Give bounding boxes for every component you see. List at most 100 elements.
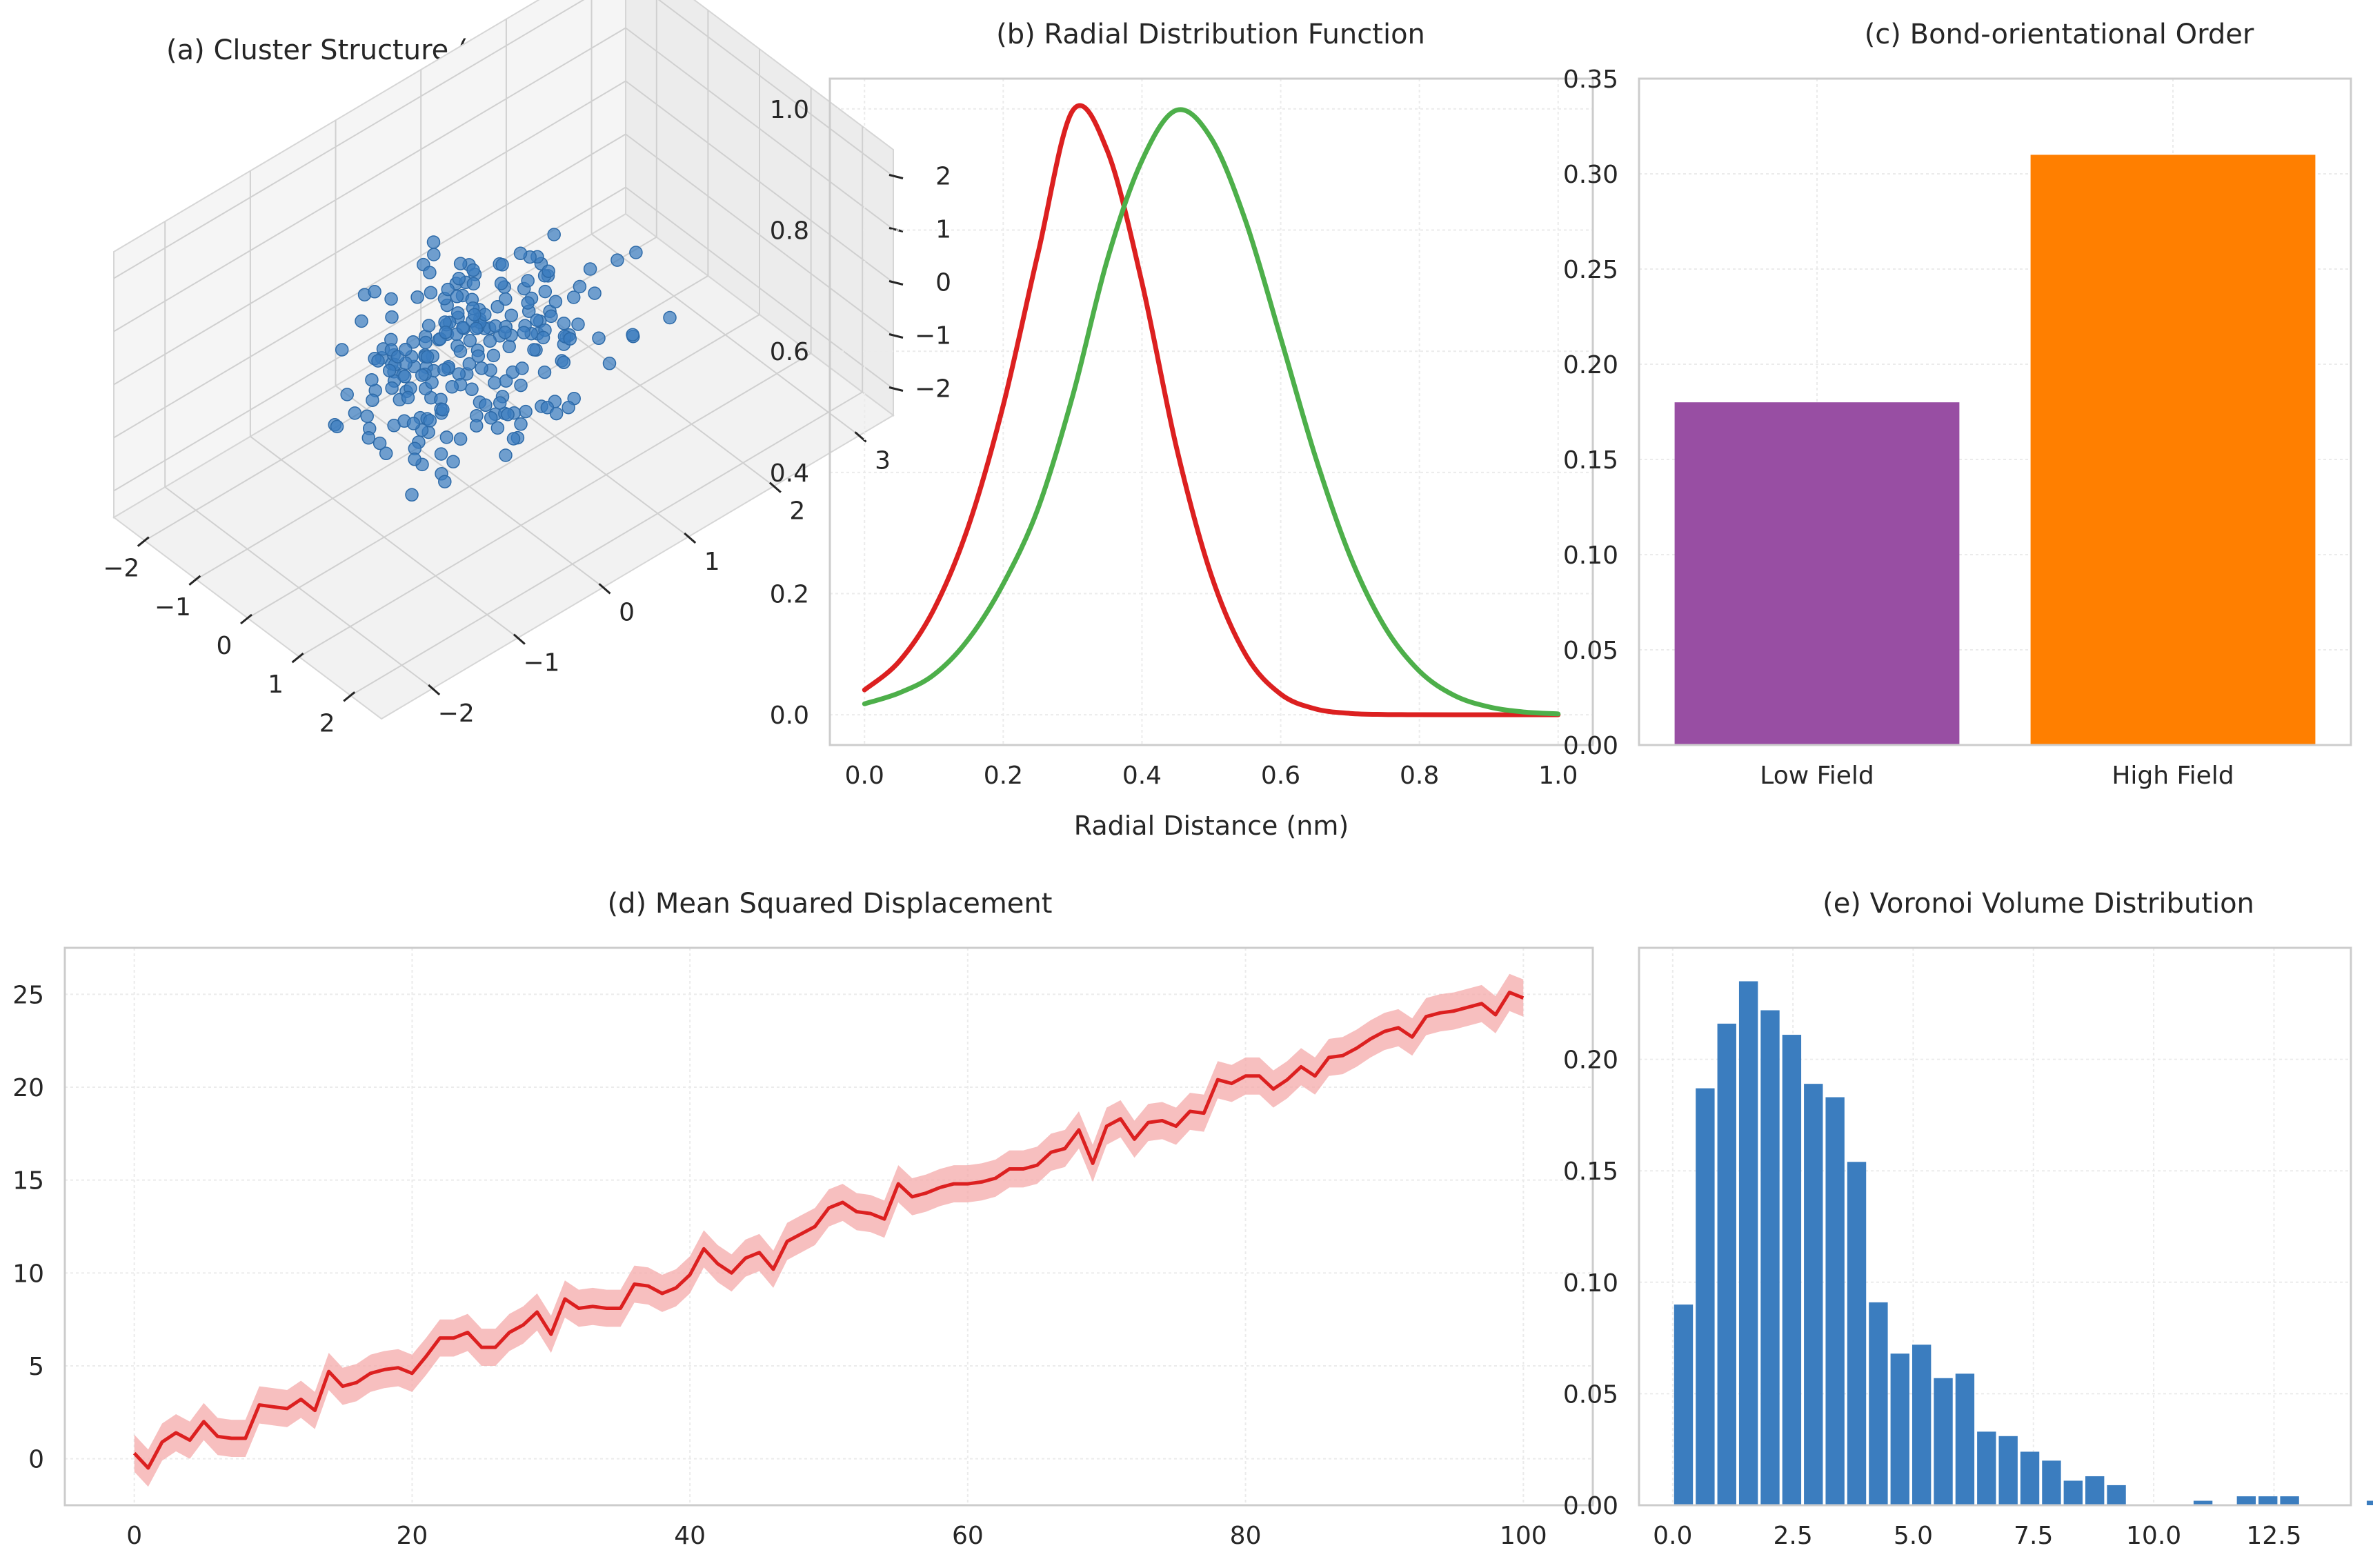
panel-a-scatter-point [495,258,509,272]
panel-d-xtick-label: 80 [1230,1522,1262,1550]
panel-d-ytick-label: 15 [12,1167,44,1195]
panel-e-histogram-bar [2366,1500,2373,1505]
panel-a-tick-mark [428,684,441,696]
panel-a-scatter-point [368,285,381,299]
panel-a-scatter-point [424,286,438,299]
panel-b-xlabel: Radial Distance (nm) [1074,811,1349,841]
panel-a-scatter-point [421,319,436,333]
panel-a-tick-mark [888,174,904,179]
panel-e-histogram-bar [1717,1023,1736,1505]
panel-a-scatter-point [471,349,486,363]
panel-e-histogram-bar [1955,1373,1975,1505]
panel-a-scatter-point [437,363,451,377]
panel-a-scatter-point [365,373,379,387]
panel-d-xtick-label: 60 [952,1522,984,1550]
panel-b-series-line [862,103,1561,717]
panel-b-xtick-label: 0.8 [1400,762,1439,790]
panel-c-bond-orientational-order: (c) Bond-orientational Order 0.00 0.05 0.1… [1563,19,2352,790]
panel-a-gridline [299,353,812,658]
panel-b-title: (b) Radial Distribution Function [996,19,1425,50]
panel-a-scatter-point [626,328,639,341]
panel-e-ticks: 0.0 2.5 5.0 7.5 10.0 12.5 0.00 0.05 0.10 0.15 0.20 [1563,1046,2302,1550]
panel-a-ytick-label: 1 [704,548,720,576]
panel-a-ytick-label: 0 [619,598,635,626]
panel-a-scatter-point [330,419,344,434]
panel-a-scatter-point [453,432,468,446]
panel-b-series-lines [862,103,1561,717]
panel-a-scatter-point [439,326,453,339]
panel-a-xtick-label: 1 [268,671,284,699]
panel-a-scatter-point [469,321,484,336]
panel-a-scatter-point [513,246,528,261]
panel-a-scatter-point [548,295,563,309]
panel-e-histogram-bar [1869,1302,1888,1505]
panel-e-histogram-bar [2063,1480,2083,1505]
panel-a-scatter-point [537,365,552,379]
panel-a-scatter-point [373,436,387,450]
panel-a-scatter-point [562,400,575,415]
panel-a-ztick-label: 1 [935,216,951,244]
panel-e-histogram-bar [2236,1496,2256,1505]
panel-d-gridlines [65,948,1593,1505]
panel-a-tick-mark [888,280,904,286]
panel-a-scatter-point [463,334,477,348]
panel-a-scatter-point [475,361,488,375]
panel-a-scatter-point [462,357,477,371]
panel-a-scatter-point [479,398,493,413]
panel-e-ytick-label: 0.20 [1563,1046,1618,1075]
panel-a-xtick-label: 2 [319,709,335,737]
panel-a-gridline [113,80,626,386]
panel-b-ticks: 0.0 0.2 0.4 0.6 0.8 1.0 0.0 0.2 0.4 0.6 0.8 1.0 [770,96,1578,790]
panel-e-histogram-bar [2020,1451,2040,1505]
panel-c-frame [1638,77,2352,746]
panel-e-histogram-bar [1998,1436,2018,1505]
panel-e-histogram-bar [1696,1088,1715,1505]
panel-a-scatter-point [517,326,531,339]
panel-c-ytick-label: 0.00 [1563,732,1618,760]
panel-c-ytick-label: 0.10 [1563,542,1618,570]
panel-a-scatter-point [466,277,481,291]
panel-a-scatter-point [439,430,454,444]
panel-a-scatter-point [385,381,399,395]
panel-b-series-line [862,107,1561,717]
panel-e-frame [1638,946,2352,1507]
panel-c-bars [1674,155,2316,745]
panel-b-ytick-label: 1.0 [770,96,809,124]
panel-a-scatter-point [501,408,515,421]
panel-e-histogram-bar [1760,1010,1780,1505]
panel-a-gridline [657,0,894,177]
panel-a-ytick-label: 3 [875,446,891,475]
panel-a-gridline [113,186,626,492]
panel-b-xtick-label: 0.0 [845,762,884,790]
panel-a-ytick-label: −1 [523,649,559,677]
panel-a-tick-mark [598,583,611,595]
panel-e-title: (e) Voronoi Volume Distribution [1823,888,2254,920]
panel-a-scatter-point [426,235,441,249]
panel-d-ytick-label: 25 [12,981,44,1009]
panel-a-scatter-point [419,335,433,350]
panel-d-ytick-label: 5 [28,1353,44,1381]
panel-a-scatter-point [397,370,412,384]
panel-d-ytick-label: 0 [28,1446,44,1474]
panel-d-ytick-label: 20 [12,1074,44,1102]
panel-a-scatter-point [355,314,368,328]
panel-c-xtick-label: Low Field [1760,762,1874,790]
panel-a-scatter-point [610,253,624,267]
panel-a-gridline [113,133,626,439]
panel-a-scatter-point [406,417,421,430]
panel-e-ytick-label: 0.05 [1563,1380,1618,1409]
panel-d-xtick-label: 20 [397,1522,428,1550]
panel-a-tick-mark [768,482,782,493]
panel-a-scatter-point [538,284,553,299]
panel-e-histogram-bar [1847,1162,1867,1505]
panel-a-scatter-point [423,414,437,428]
panel-a-xtick-label: −2 [103,555,139,583]
panel-a-gridline [195,275,708,580]
panel-a-xtick-label: 0 [217,632,232,660]
panel-b-ytick-label: 0.6 [770,338,809,366]
panel-a-scatter-point [366,393,379,407]
panel-c-ytick-label: 0.05 [1563,637,1618,665]
panel-a-scatter-point [514,378,528,393]
panel-a-scatter-point [502,339,516,354]
